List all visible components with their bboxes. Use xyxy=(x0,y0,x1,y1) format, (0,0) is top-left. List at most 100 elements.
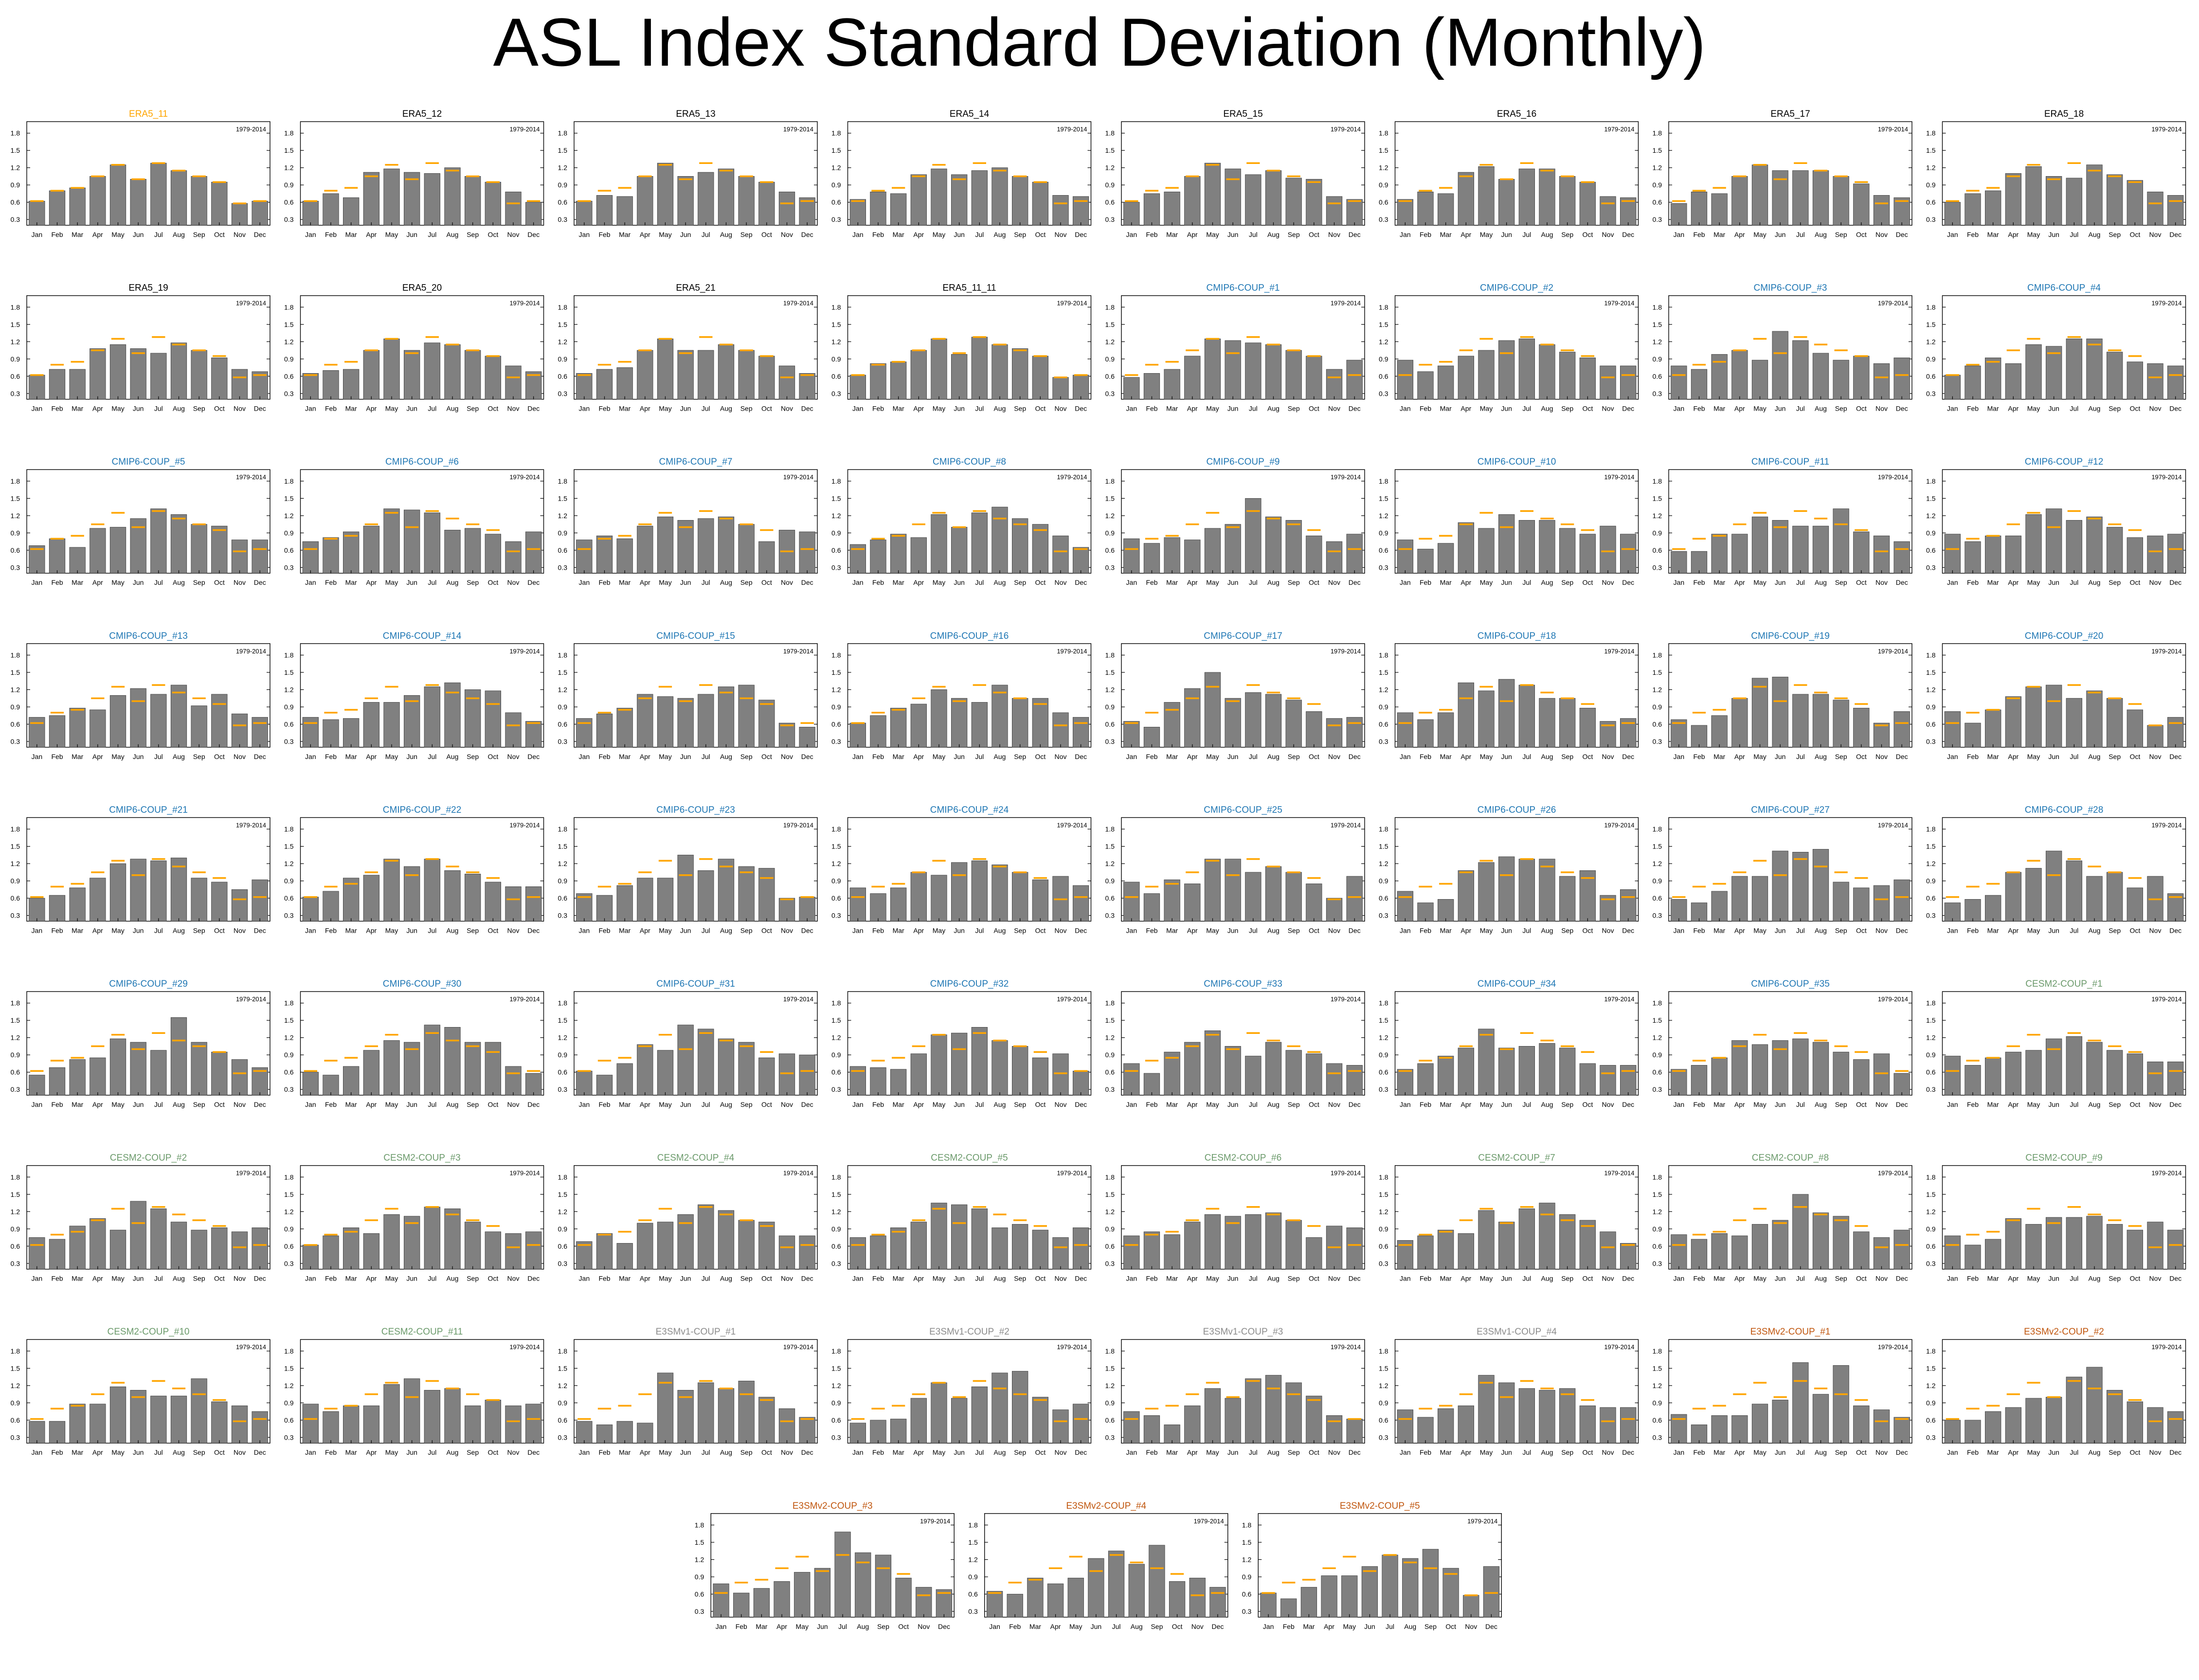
bar xyxy=(1417,1063,1434,1096)
bar xyxy=(1772,1220,1788,1269)
bar xyxy=(1012,1224,1028,1270)
bar xyxy=(2127,709,2143,748)
y-tick-label: 0.9 xyxy=(1653,1051,1662,1059)
y-tick-label: 1.5 xyxy=(1105,843,1115,850)
x-tick-label: May xyxy=(111,578,124,586)
y-tick-label: 0.6 xyxy=(1926,720,1936,728)
x-tick-label: Sep xyxy=(467,1101,479,1108)
bar xyxy=(1539,859,1555,921)
bar xyxy=(1579,1220,1596,1269)
x-tick-label: Jul xyxy=(1249,926,1258,934)
panel-title: ERA5_20 xyxy=(402,283,442,293)
x-tick-label: Feb xyxy=(1967,578,1979,586)
bar xyxy=(1245,1378,1262,1444)
y-tick-label: 0.9 xyxy=(1105,355,1115,363)
period-label: 1979-2014 xyxy=(509,300,540,307)
axes-frame xyxy=(984,1513,1228,1618)
x-tick-label: Mar xyxy=(619,1448,631,1456)
bar xyxy=(211,1401,228,1444)
y-tick-label: 0.6 xyxy=(831,372,841,380)
x-tick-label: Nov xyxy=(781,578,793,586)
bar xyxy=(130,179,146,226)
y-tick-label: 0.3 xyxy=(1926,1085,1936,1093)
bar xyxy=(855,1552,871,1618)
bar xyxy=(2107,352,2123,399)
x-tick-label: May xyxy=(933,926,945,934)
y-tick-label: 0.6 xyxy=(11,372,20,380)
bar xyxy=(1184,356,1201,399)
period-label: 1979-2014 xyxy=(1604,126,1634,133)
y-tick-label: 0.9 xyxy=(1926,529,1936,537)
x-tick-label: Sep xyxy=(1288,1448,1300,1456)
x-tick-label: Jul xyxy=(838,1623,847,1630)
x-tick-label: Jul xyxy=(975,1275,984,1283)
x-tick-label: Apr xyxy=(913,578,924,586)
x-tick-label: Apr xyxy=(366,1275,377,1283)
x-tick-label: Dec xyxy=(527,1275,540,1283)
bar xyxy=(170,1395,187,1444)
bar xyxy=(252,371,268,399)
x-tick-label: Dec xyxy=(2169,753,2181,760)
y-tick-label: 0.6 xyxy=(558,894,568,902)
axes-frame xyxy=(574,643,818,748)
bar xyxy=(150,163,167,226)
y-tick-label: 1.8 xyxy=(1653,477,1662,485)
x-tick-label: Sep xyxy=(2109,231,2121,238)
x-tick-label: Apr xyxy=(913,1448,924,1456)
x-tick-label: Feb xyxy=(325,578,337,586)
bar xyxy=(1985,535,2001,574)
period-label: 1979-2014 xyxy=(1604,648,1634,655)
x-tick-label: Jan xyxy=(1947,753,1958,760)
x-tick-label: Aug xyxy=(1815,405,1827,413)
y-tick-label: 1.5 xyxy=(831,1016,841,1024)
figure-title: ASL Index Standard Deviation (Monthly) xyxy=(493,4,1706,80)
x-tick-label: Jun xyxy=(133,405,144,413)
y-tick-label: 0.3 xyxy=(1926,563,1936,571)
y-tick-label: 1.2 xyxy=(1379,1382,1388,1390)
x-tick-label: Mar xyxy=(1987,231,1999,238)
panel: E3SMv1-COUP_#31979-20140.30.60.91.21.51.… xyxy=(1105,1327,1365,1456)
bar xyxy=(1965,1065,1981,1096)
bar xyxy=(1498,1222,1515,1269)
bar xyxy=(1559,176,1576,226)
bar xyxy=(698,694,714,748)
bar xyxy=(1032,879,1048,921)
bar xyxy=(576,373,593,399)
x-tick-label: Nov xyxy=(2149,1448,2162,1456)
bar xyxy=(1691,1424,1708,1444)
x-tick-label: Aug xyxy=(1815,753,1827,760)
bar xyxy=(444,682,461,748)
x-tick-label: May xyxy=(1206,231,1219,238)
x-tick-label: Oct xyxy=(1582,405,1593,413)
x-tick-label: Nov xyxy=(1328,1101,1340,1108)
x-tick-label: Sep xyxy=(467,231,479,238)
x-tick-label: May xyxy=(2027,1101,2040,1108)
x-tick-label: Apr xyxy=(1050,1623,1061,1630)
bar xyxy=(1012,176,1028,226)
bar xyxy=(150,1050,167,1096)
y-tick-label: 1.2 xyxy=(1653,512,1662,520)
x-tick-label: Sep xyxy=(467,1275,479,1283)
x-tick-label: Aug xyxy=(173,926,185,934)
y-tick-label: 0.3 xyxy=(1653,1085,1662,1093)
x-tick-label: Dec xyxy=(2169,1275,2181,1283)
x-tick-label: Nov xyxy=(1602,1101,1614,1108)
bar xyxy=(1225,1398,1241,1444)
x-tick-label: Apr xyxy=(366,578,377,586)
axes-frame xyxy=(847,121,1092,226)
bar xyxy=(1518,1388,1535,1444)
x-tick-label: Feb xyxy=(325,405,337,413)
y-tick-label: 1.8 xyxy=(1105,303,1115,311)
x-tick-label: Apr xyxy=(2008,231,2019,238)
period-label: 1979-2014 xyxy=(783,1343,813,1351)
panel-title: ERA5_13 xyxy=(676,109,715,119)
bar xyxy=(916,1587,932,1618)
x-tick-label: May xyxy=(796,1623,809,1630)
panel-title: CMIP6-COUP_#27 xyxy=(1751,805,1830,815)
x-tick-label: Dec xyxy=(527,926,540,934)
bar xyxy=(363,350,379,399)
x-tick-label: Jun xyxy=(680,1101,691,1108)
x-tick-label: Mar xyxy=(345,1448,357,1456)
x-tick-label: Nov xyxy=(1875,1448,1888,1456)
